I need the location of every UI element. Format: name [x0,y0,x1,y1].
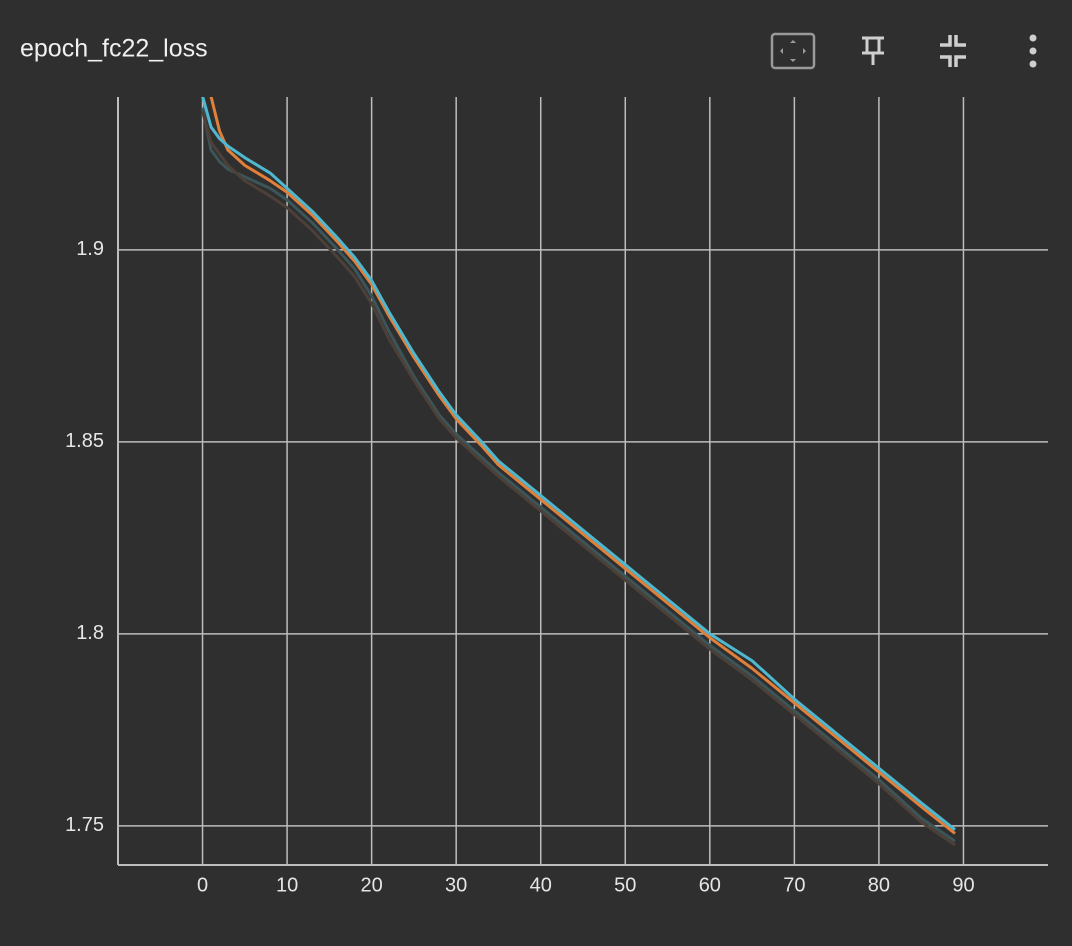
y-tick-label: 1.75 [65,814,104,836]
x-tick-label: 0 [197,874,208,896]
collapse-button[interactable] [940,35,966,67]
y-tick-label: 1.8 [76,622,104,644]
menu-button[interactable] [1029,34,1037,68]
x-tick-label: 80 [868,874,890,896]
x-tick-label: 40 [530,874,552,896]
y-tick-label: 1.85 [65,430,104,452]
x-tick-label: 10 [276,874,298,896]
x-tick-label: 60 [699,874,721,896]
x-tick-label: 30 [445,874,467,896]
x-tick-label: 20 [361,874,383,896]
x-tick-label: 90 [952,874,974,896]
x-tick-label: 70 [783,874,805,896]
series-line [201,111,956,847]
series-line [201,107,956,843]
fit-button[interactable] [770,32,816,70]
series-line [201,97,956,831]
y-tick-label: 1.9 [76,238,104,260]
x-tick-label: 50 [614,874,636,896]
series-line [209,97,956,835]
chart-title: epoch_fc22_loss [20,35,208,63]
pin-button[interactable] [862,36,884,65]
series-group [201,97,956,847]
